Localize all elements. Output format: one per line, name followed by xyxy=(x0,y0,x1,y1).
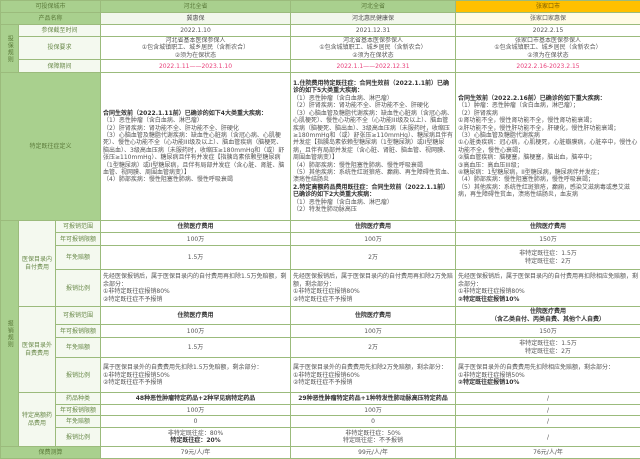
drug-type-label: 药品种类 xyxy=(56,393,101,405)
drug-deduct-b: 0 xyxy=(291,416,456,428)
period-a: 2022.1.11——2023.1.10 xyxy=(101,60,291,73)
product-c: 张家口家惠保 xyxy=(456,13,640,25)
drug-deduct-c: / xyxy=(456,416,640,428)
in-scope-a: 住院医疗费用 xyxy=(101,221,291,233)
in-deduct-a: 1.5万 xyxy=(101,246,291,270)
product-a: 冀惠保 xyxy=(101,13,291,25)
deadline-c: 2022.2.15 xyxy=(456,25,640,37)
out-scope-label: 可报销范围 xyxy=(56,307,101,325)
in-limit-label: 年可报销限额 xyxy=(56,233,101,246)
drug-ratio-a: 非特定既往症：80%特定既往症：20% xyxy=(101,428,291,447)
city-b: 河北全省 xyxy=(291,1,456,13)
out-limit-a: 100万 xyxy=(101,325,291,338)
in-list-label: 医保目录内自付费用 xyxy=(19,221,56,307)
out-ratio-label: 报销比例 xyxy=(56,358,101,393)
out-ratio-c: 属于医保目录外的自费费用先扣除相应免赔额，剩余部分：①非特定既往症报销50%②特… xyxy=(456,358,640,393)
product-label: 产品名称 xyxy=(1,13,101,25)
out-deduct-b: 2万 xyxy=(291,338,456,358)
out-limit-label: 年可报销限额 xyxy=(56,325,101,338)
out-deduct-a: 1.5万 xyxy=(101,338,291,358)
out-ratio-b: 属于医保目录外的自费费用先扣除2万免赔额，剩余部分：①非特定既往症报销60%②特… xyxy=(291,358,456,393)
out-deduct-c: 非特定既往症：1.5万特定既往症：2万 xyxy=(456,338,640,358)
drug-deduct-a: 0 xyxy=(101,416,291,428)
in-deduct-c: 非特定既往症：1.5万特定既往症：2万 xyxy=(456,246,640,270)
drugs-label: 特定高额药品费用 xyxy=(19,393,56,447)
preexisting-c: 合同生效前（2022.2.16前）已确诊的如下重大疾病： （1）肿瘤：恶性肿瘤（… xyxy=(456,73,640,221)
out-limit-b: 100万 xyxy=(291,325,456,338)
in-limit-a: 100万 xyxy=(101,233,291,246)
out-scope-b: 住院医疗费用 xyxy=(291,307,456,325)
out-scope-c: 住院医疗费用（含乙类自付、丙类自费、其他个人自费） xyxy=(456,307,640,325)
drug-ratio-b: 非特定既往症：50%特定既往症：不予报销 xyxy=(291,428,456,447)
deadline-b: 2021.12.31 xyxy=(291,25,456,37)
drug-ratio-label: 报销比例 xyxy=(56,428,101,447)
in-ratio-a: 先经医保报销后，属于医保目录内的自付费用再扣除1.5万免赔额，剩余部分：①非特定… xyxy=(101,270,291,307)
in-scope-b: 住院医疗费用 xyxy=(291,221,456,233)
preexisting-b: 1.住院费用特定既往症：合同生效前（2022.1.1前）已确诊的如下5大类重大疾… xyxy=(291,73,456,221)
product-b: 河北惠民健康保 xyxy=(291,13,456,25)
in-limit-b: 100万 xyxy=(291,233,456,246)
drug-limit-a: 100万 xyxy=(101,405,291,416)
out-scope-a: 住院医疗费用 xyxy=(101,307,291,325)
preexisting-a: 合同生效前（2022.1.11前）已确诊的如下4大类重大疾病： （1）恶性肿瘤（… xyxy=(101,73,291,221)
reimb-group: 报销规则 xyxy=(1,221,19,447)
drug-type-a: 48种恶性肿瘤特定药品+2种罕见病特定药品 xyxy=(101,393,291,405)
deadline-a: 2022.1.10 xyxy=(101,25,291,37)
drug-type-b: 29种恶性肿瘤特定药品+1种特发性肺动脉高压特定药品 xyxy=(291,393,456,405)
city-header-label: 可投保城市 xyxy=(1,1,101,13)
in-scope-c: 住院医疗费用 xyxy=(456,221,640,233)
in-deduct-label: 年免赔额 xyxy=(56,246,101,270)
drug-limit-c: / xyxy=(456,405,640,416)
in-deduct-b: 2万 xyxy=(291,246,456,270)
drug-limit-b: 100万 xyxy=(291,405,456,416)
in-ratio-c: 先经医保报销后，属于医保目录内的自付费用再扣除相应免赔额，剩余部分：①非特定既往… xyxy=(456,270,640,307)
out-ratio-a: 属于医保目录外的自费费用先扣除1.5万免赔额，剩余部分：①非特定既往症报销50%… xyxy=(101,358,291,393)
drug-type-c: / xyxy=(456,393,640,405)
period-b: 2022.1.1——2022.12.31 xyxy=(291,60,456,73)
in-ratio-b: 先经医保报销后，属于医保目录内的自付费用再扣除2万免赔额，剩余部分：①非特定既往… xyxy=(291,270,456,307)
out-list-label: 医保目录外自费费用 xyxy=(19,307,56,393)
preexisting-label: 特定既往症定义 xyxy=(1,73,101,221)
requirement-label: 投保要求 xyxy=(19,37,101,60)
drug-limit-label: 年可报销限额 xyxy=(56,405,101,416)
deadline-label: 参保截至时间 xyxy=(19,25,101,37)
in-scope-label: 可报销范围 xyxy=(56,221,101,233)
rules-group: 投保规则 xyxy=(1,25,19,73)
city-a: 河北全省 xyxy=(101,1,291,13)
period-c: 2022.2.16-2023.2.15 xyxy=(456,60,640,73)
drug-ratio-c: / xyxy=(456,428,640,447)
period-label: 保障期间 xyxy=(19,60,101,73)
city-c: 张家口市 xyxy=(456,1,640,13)
out-limit-c: 150万 xyxy=(456,325,640,338)
out-deduct-label: 年免赔额 xyxy=(56,338,101,358)
in-limit-c: 150万 xyxy=(456,233,640,246)
drug-deduct-label: 年免赔额 xyxy=(56,416,101,428)
in-ratio-label: 报销比例 xyxy=(56,270,101,307)
